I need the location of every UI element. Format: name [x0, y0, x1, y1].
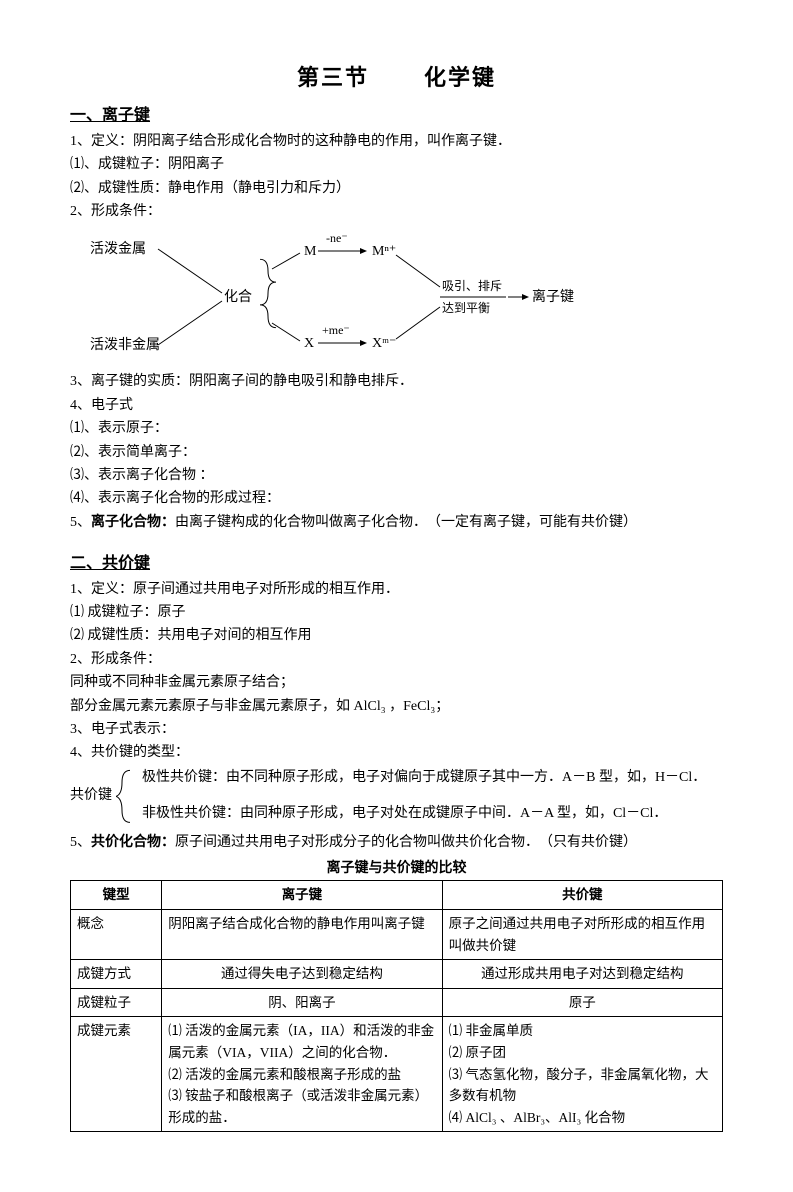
r2-l: 成键粒子 — [71, 988, 162, 1017]
table-caption: 离子键与共价键的比较 — [70, 858, 723, 880]
d-mbotlbl: +me⁻ — [322, 321, 350, 340]
r0-c1: 阴阳离子结合成化合物的静电作用叫离子键 — [162, 909, 442, 959]
r0-c2: 原子之间通过共用电子对所形成的相互作用叫做共价键 — [442, 909, 722, 959]
d-mbotr: Xᵐ⁻ — [372, 333, 396, 355]
d-ltop: 活泼金属 — [90, 239, 146, 261]
s2-p6: 部分金属元素元素原子与非金属元素原子，如 AlCl₃ ，FeCl₃； — [70, 696, 723, 718]
opt-nonpolar: 非极性共价键：由同种原子形成，电子对处在成键原子中间．A－A 型，如，Cl－Cl… — [142, 803, 723, 825]
s2-p2: ⑴ 成键粒子：原子 — [70, 602, 723, 624]
s1-p1: 1、定义：阴阳离子结合形成化合物时的这种静电的作用，叫作离子键． — [70, 131, 723, 153]
s1-p11a: 5、 — [70, 515, 91, 530]
s1-p4: 2、形成条件： — [70, 201, 723, 223]
table-row: 成键粒子 阴、阳离子 原子 — [71, 988, 723, 1017]
th-1: 离子键 — [162, 881, 442, 910]
s2-p1: 1、定义：原子间通过共用电子对所形成的相互作用． — [70, 579, 723, 601]
title-part-a: 第三节 — [297, 65, 369, 90]
s1-p11b: 离子化合物： — [91, 515, 175, 530]
d-mtop: M — [304, 241, 316, 263]
opt-polar: 极性共价键：由不同种原子形成，电子对偏向于成键原子其中一方．A－B 型，如，H－… — [142, 767, 723, 789]
d-mbot: X — [304, 333, 314, 355]
table-row: 成键元素 ⑴ 活泼的金属元素（IA，IIA）和活泼的非金属元素（VIA，VIIA… — [71, 1017, 723, 1132]
table-header-row: 键型 离子键 共价键 — [71, 881, 723, 910]
section2-head: 二、共价键 — [70, 551, 723, 577]
r2-c1: 阴、阳离子 — [162, 988, 442, 1017]
s2-p9: 5、共价化合物：原子间通过共用电子对形成分子的化合物叫做共价化合物． （只有共价… — [70, 832, 723, 854]
section1-head: 一、离子键 — [70, 103, 723, 129]
s2-p8: 4、共价键的类型： — [70, 742, 723, 764]
r3-l: 成键元素 — [71, 1017, 162, 1132]
r1-l: 成键方式 — [71, 960, 162, 989]
table-row: 成键方式 通过得失电子达到稳定结构 通过形成共用电子对达到稳定结构 — [71, 960, 723, 989]
r0-l: 概念 — [71, 909, 162, 959]
s2-p7: 3、电子式表示： — [70, 719, 723, 741]
s1-p11: 5、离子化合物：由离子键构成的化合物叫做离子化合物． （一定有离子键，可能有共价… — [70, 512, 723, 534]
r1-c2: 通过形成共用电子对达到稳定结构 — [442, 960, 722, 989]
d-mtopr: Mⁿ⁺ — [372, 241, 396, 263]
d-mid: 化合 — [224, 287, 252, 309]
d-result: 离子键 — [532, 287, 574, 309]
table-row: 概念 阴阳离子结合成化合物的静电作用叫离子键 原子之间通过共用电子对所形成的相互… — [71, 909, 723, 959]
r1-c1: 通过得失电子达到稳定结构 — [162, 960, 442, 989]
d-rtop: 吸引、排斥 — [442, 277, 502, 296]
s2-p9c: 原子间通过共用电子对形成分子的化合物叫做共价化合物． （只有共价键） — [175, 835, 637, 850]
s2-p9a: 5、 — [70, 835, 91, 850]
s1-p9: ⑶、表示离子化合物 ： — [70, 465, 723, 487]
s1-p3: ⑵、成键性质：静电作用（静电引力和斥力） — [70, 178, 723, 200]
d-rbot: 达到平衡 — [442, 299, 490, 318]
s2-p9b: 共价化合物： — [91, 835, 175, 850]
s1-p2: ⑴、成键粒子：阴阳离子 — [70, 154, 723, 176]
r3-c2: ⑴ 非金属单质 ⑵ 原子团 ⑶ 气态氢化物，酸分子，非金属氧化物，大多数有机物 … — [442, 1017, 722, 1132]
r3-c1: ⑴ 活泼的金属元素（IA，IIA）和活泼的非金属元素（VIA，VIIA）之间的化… — [162, 1017, 442, 1132]
formation-diagram: 活泼金属 活泼非金属 化合 M Mⁿ⁺ -ne⁻ X Xᵐ⁻ +me⁻ 吸引、排… — [90, 227, 550, 367]
comparison-table: 键型 离子键 共价键 概念 阴阳离子结合成化合物的静电作用叫离子键 原子之间通过… — [70, 880, 723, 1132]
covalent-types-block: 共价键 极性共价键：由不同种原子形成，电子对偏向于成键原子其中一方．A－B 型，… — [70, 767, 723, 826]
s1-p10: ⑷、表示离子化合物的形成过程： — [70, 488, 723, 510]
s1-p5: 3、离子键的实质：阴阳离子间的静电吸引和静电排斥． — [70, 371, 723, 393]
d-lbot: 活泼非金属 — [90, 335, 160, 357]
s1-p8: ⑵、表示简单离子： — [70, 442, 723, 464]
page-title: 第三节 化学键 — [70, 60, 723, 95]
th-0: 键型 — [71, 881, 162, 910]
s2-p4: 2、形成条件： — [70, 649, 723, 671]
s2-p3: ⑵ 成键性质：共用电子对间的相互作用 — [70, 625, 723, 647]
s2-p5: 同种或不同种非金属元素原子结合； — [70, 672, 723, 694]
th-2: 共价键 — [442, 881, 722, 910]
bracket-label: 共价键 — [70, 785, 112, 807]
curly-bracket-icon — [116, 767, 132, 826]
s1-p11c: 由离子键构成的化合物叫做离子化合物． （一定有离子键，可能有共价键） — [175, 515, 637, 530]
s1-p7: ⑴、表示原子： — [70, 418, 723, 440]
r2-c2: 原子 — [442, 988, 722, 1017]
s1-p6: 4、电子式 — [70, 395, 723, 417]
title-part-b: 化学键 — [424, 65, 496, 90]
d-mtoplbl: -ne⁻ — [326, 229, 348, 248]
